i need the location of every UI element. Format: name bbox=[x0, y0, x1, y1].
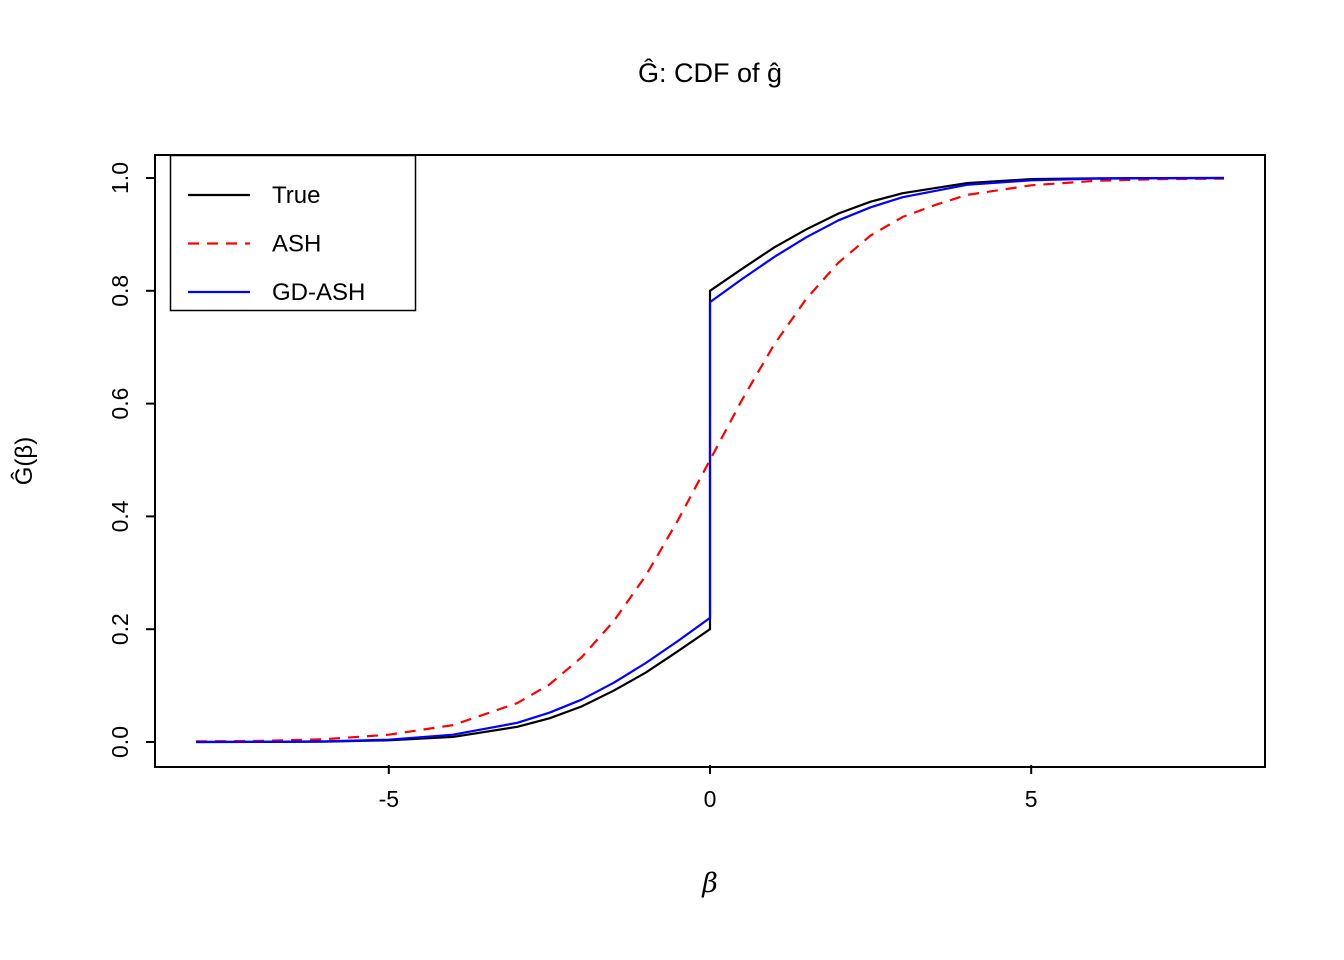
y-tick-label: 0.0 bbox=[107, 726, 133, 758]
x-tick-label: -5 bbox=[379, 786, 399, 812]
legend-label-ash: ASH bbox=[272, 231, 321, 258]
x-axis-label: β bbox=[701, 868, 718, 899]
x-tick-label: 0 bbox=[704, 786, 717, 812]
legend-label-gd-ash: GD-ASH bbox=[272, 279, 365, 306]
series-line-ash bbox=[196, 177, 1224, 743]
legend: True ASH GD-ASH bbox=[169, 154, 417, 312]
y-tick-label: 0.4 bbox=[107, 500, 133, 532]
legend-label-true: True bbox=[272, 182, 320, 209]
y-axis-label: Ĝ(β) bbox=[10, 437, 38, 485]
y-tick-label: 0.6 bbox=[107, 388, 133, 420]
legend-box bbox=[169, 154, 417, 312]
y-tick-label: 1.0 bbox=[107, 162, 133, 194]
y-tick-label: 0.2 bbox=[107, 613, 133, 645]
y-tick-label: 0.8 bbox=[107, 275, 133, 307]
chart-title: Ĝ: CDF of ĝ bbox=[638, 57, 782, 88]
x-tick-label: 5 bbox=[1025, 786, 1038, 812]
axis-ticks: -5 0 5 0.0 0.2 0.4 0.6 0.8 1.0 bbox=[107, 162, 1038, 812]
series-lines bbox=[196, 176, 1224, 744]
series-line-gd-ash bbox=[196, 176, 1224, 744]
